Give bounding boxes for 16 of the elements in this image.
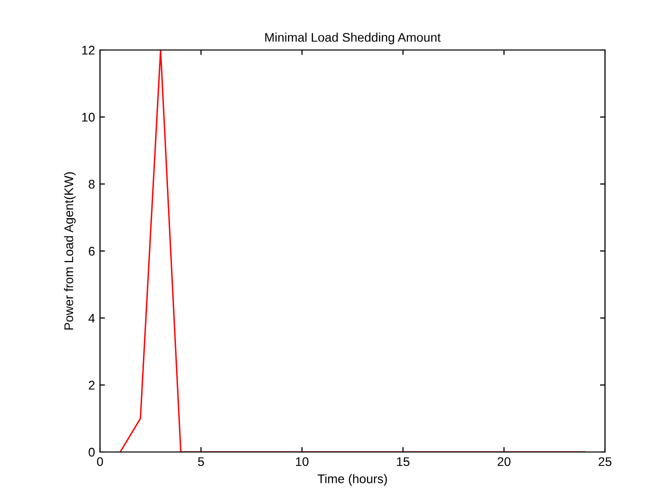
y-tick-label: 0	[88, 448, 95, 457]
y-tick-label: 4	[88, 314, 95, 323]
y-tick-label: 6	[88, 246, 95, 256]
x-tick-label: 0	[97, 457, 103, 466]
x-tick-label: 25	[598, 457, 612, 466]
x-tick-label: 20	[498, 457, 510, 466]
y-axis-title: Power from Load Agent(KW)	[64, 172, 76, 330]
y-tick-label: 2	[88, 380, 95, 390]
x-axis-title: Time (hours)	[318, 474, 387, 486]
y-tick-label: 12	[82, 46, 95, 55]
chart-title: Minimal Load Shedding Amount	[265, 32, 441, 44]
y-tick-label: 8	[88, 180, 95, 189]
x-tick-label: 10	[296, 457, 308, 466]
x-tick-label: 5	[198, 457, 204, 466]
y-tick-label: 10	[82, 112, 95, 122]
x-tick-label: 15	[397, 457, 410, 466]
